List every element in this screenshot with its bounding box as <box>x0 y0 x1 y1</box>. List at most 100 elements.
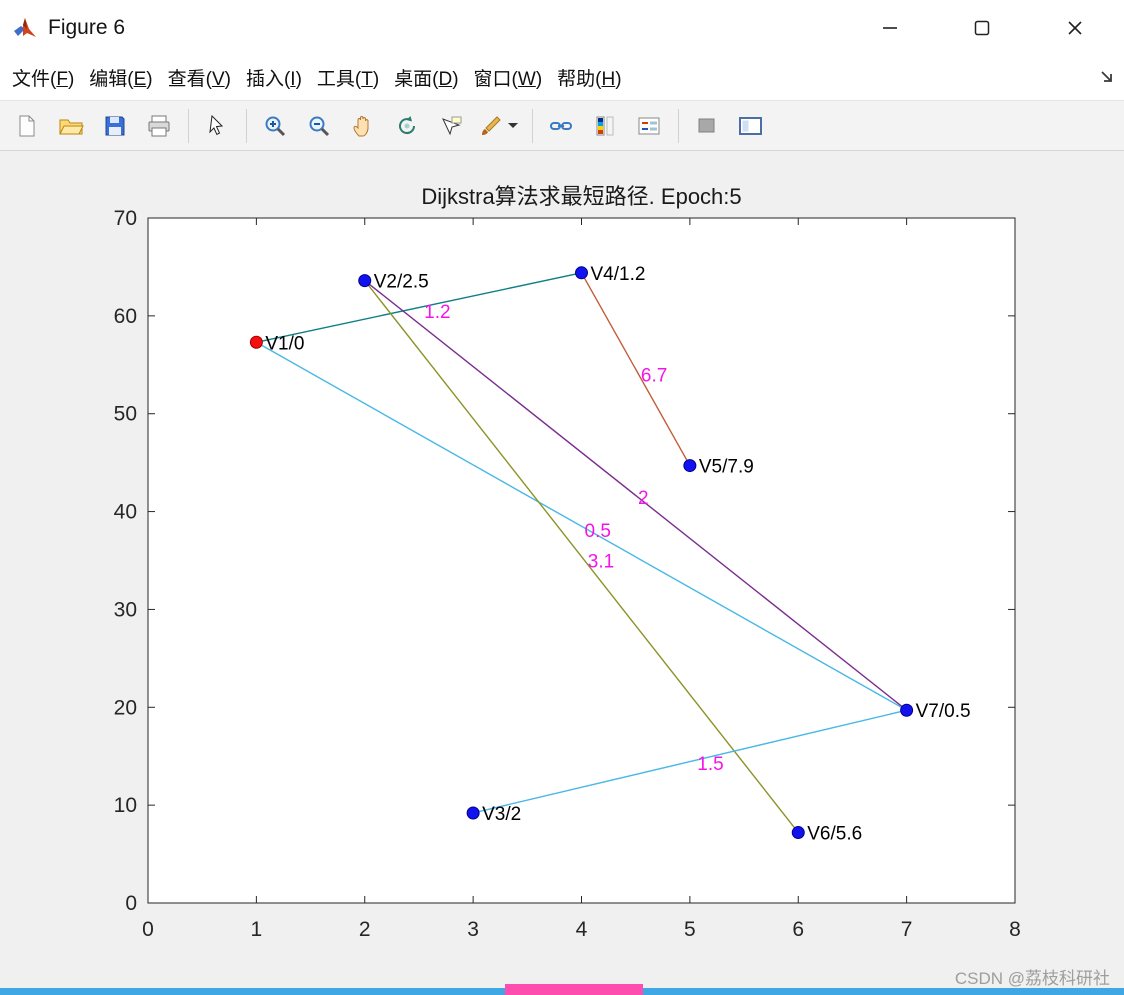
edit-plot-arrow-icon <box>209 114 224 135</box>
x-tick-label: 7 <box>901 918 913 941</box>
edge-weight-label-V2-V7: 2 <box>638 488 649 509</box>
menu-item-desktop[interactable]: 桌面(D) <box>394 69 459 90</box>
menu-item-file[interactable]: 文件(F) <box>12 69 75 90</box>
menu-item-insert[interactable]: 插入(I) <box>245 69 302 90</box>
x-tick-label: 4 <box>576 918 588 941</box>
maximize-button[interactable] <box>959 8 1005 48</box>
new-file-icon <box>19 115 35 136</box>
menu-item-view[interactable]: 查看(V) <box>167 69 231 90</box>
hide-plot-tools-icon <box>698 118 715 132</box>
hide-plot-tools-button[interactable] <box>688 105 726 147</box>
node-label-V6: V6/5.6 <box>807 824 862 845</box>
zoom-out-icon <box>309 116 330 136</box>
toolbar-separator <box>532 108 533 143</box>
x-tick-label: 0 <box>142 918 154 941</box>
y-tick-label: 50 <box>114 403 137 426</box>
axes-background <box>148 218 1015 903</box>
edit-plot-button[interactable] <box>198 105 236 147</box>
open-file-icon <box>59 119 84 134</box>
node-V1 <box>249 335 263 349</box>
show-plot-tools-button[interactable] <box>732 105 770 147</box>
edge-weight-label-V2-V6: 3.1 <box>588 552 614 573</box>
watermark: CSDN @荔枝科研社 <box>954 969 1110 988</box>
node-V3 <box>466 806 480 820</box>
save-icon <box>105 116 125 135</box>
insert-legend-icon <box>638 117 660 134</box>
insert-legend-button[interactable] <box>630 105 668 147</box>
x-tick-label: 8 <box>1009 918 1021 941</box>
node-V4 <box>575 266 588 280</box>
brush-icon <box>482 115 501 135</box>
toolbar-separator <box>678 108 679 143</box>
plot-title: Dijkstra算法求最短路径. Epoch:5 <box>421 184 741 209</box>
new-file-button[interactable] <box>8 105 46 147</box>
x-tick-label: 5 <box>684 918 696 941</box>
brush-dropdown-caret[interactable] <box>508 123 518 128</box>
y-tick-label: 30 <box>114 598 137 621</box>
node-V2 <box>358 274 372 288</box>
menu-item-window[interactable]: 窗口(W) <box>473 69 543 90</box>
edge-V4-V5 <box>580 272 691 466</box>
save-button[interactable] <box>96 105 134 147</box>
brush-button[interactable] <box>476 105 506 147</box>
x-tick-label: 2 <box>359 918 371 941</box>
edge-V1-V4 <box>256 272 582 343</box>
pan-hand-icon <box>353 115 369 136</box>
node-label-V1: V1/0 <box>265 333 304 354</box>
zoom-in-icon <box>265 116 286 136</box>
x-tick-label: 1 <box>251 918 263 941</box>
minimize-icon <box>883 27 897 29</box>
x-tick-label: 3 <box>467 918 479 941</box>
node-V6 <box>791 826 805 840</box>
toolbar-separator <box>246 108 247 143</box>
print-icon <box>148 115 170 136</box>
y-tick-label: 0 <box>125 892 137 915</box>
zoom-out-button[interactable] <box>300 105 338 147</box>
minimize-button[interactable] <box>867 8 913 48</box>
zoom-in-button[interactable] <box>256 105 294 147</box>
maximize-icon <box>974 20 990 36</box>
toolbar-separator <box>188 108 189 143</box>
y-tick-label: 40 <box>114 501 137 524</box>
matlab-figure-icon <box>12 14 38 41</box>
node-label-V2: V2/2.5 <box>374 272 429 293</box>
toolbar <box>0 100 1124 151</box>
y-tick-label: 60 <box>114 305 137 328</box>
data-cursor-button[interactable] <box>432 105 470 147</box>
menu-item-edit[interactable]: 编辑(E) <box>89 69 153 90</box>
pan-button[interactable] <box>344 105 382 147</box>
menu-item-tools[interactable]: 工具(T) <box>316 69 380 90</box>
dock-figure-icon[interactable] <box>1098 68 1116 86</box>
node-V5 <box>683 459 697 473</box>
y-tick-label: 20 <box>114 696 137 719</box>
titlebar: Figure 6 <box>0 0 1124 55</box>
menubar: 文件(F) 编辑(E) 查看(V) 插入(I) 工具(T) 桌面(D) 窗口(W) 帮助(H) <box>0 55 1124 100</box>
window-title: Figure 6 <box>48 15 126 39</box>
insert-colorbar-icon <box>596 116 614 135</box>
node-V7 <box>900 703 914 717</box>
node-label-V4: V4/1.2 <box>591 264 646 285</box>
node-label-V3: V3/2 <box>482 804 521 825</box>
plot-area[interactable]: 0 1 2 3 4 5 6 7 8 0 10 20 30 40 50 60 70 1.2 6.7 2 0.5 3.1 1.5… <box>0 151 1124 995</box>
rotate-3d-button[interactable] <box>388 105 426 147</box>
edge-V1-V7 <box>256 341 907 711</box>
node-label-V5: V5/7.9 <box>699 457 754 478</box>
edge-weight-label-V3-V7: 1.5 <box>697 754 723 775</box>
insert-colorbar-button[interactable] <box>586 105 624 147</box>
link-plot-button[interactable] <box>542 105 580 147</box>
figure-canvas: 0 1 2 3 4 5 6 7 8 0 10 20 30 40 50 60 70 1.2 6.7 2 0.5 3.1 1.5… <box>0 151 1124 995</box>
edge-V2-V6 <box>364 280 799 833</box>
close-button[interactable] <box>1052 8 1098 48</box>
print-button[interactable] <box>140 105 178 147</box>
y-tick-label: 70 <box>114 207 137 230</box>
data-cursor-icon <box>442 116 462 135</box>
menu-item-help[interactable]: 帮助(H) <box>557 69 622 90</box>
open-file-button[interactable] <box>52 105 90 147</box>
x-tick-label: 6 <box>792 918 804 941</box>
bottom-pink-bar <box>505 984 643 995</box>
edge-weight-label-V4-V5: 6.7 <box>641 366 667 387</box>
menu-items: 文件(F) 编辑(E) 查看(V) 插入(I) 工具(T) 桌面(D) 窗口(W) 帮助(H) <box>12 64 637 91</box>
edge-weight-label-V1-V4: 1.2 <box>424 302 450 323</box>
edge-weight-label-V1-V7: 0.5 <box>585 521 611 542</box>
